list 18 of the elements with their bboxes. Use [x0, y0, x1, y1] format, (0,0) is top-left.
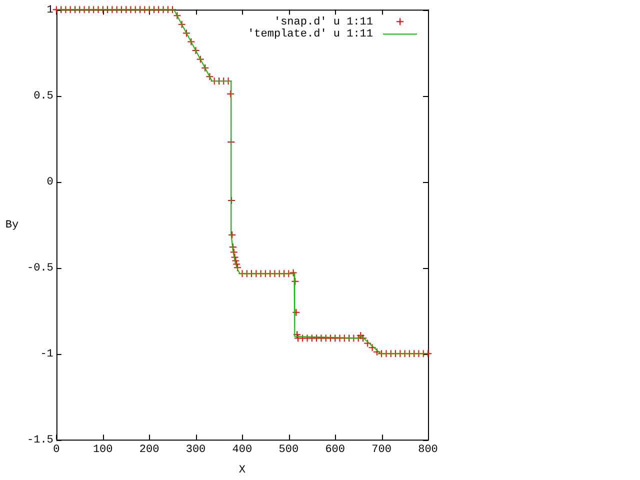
y-tick-label: 0 — [46, 176, 54, 189]
x-tick-label: 500 — [278, 444, 299, 456]
legend-label: 'template.d' u 1:11 — [248, 28, 374, 41]
y-tick-label: -0.5 — [27, 262, 54, 275]
x-tick-label: 200 — [139, 444, 160, 456]
legend-label: 'snap.d' u 1:11 — [274, 16, 374, 29]
x-tick-label: 100 — [92, 444, 113, 456]
x-tick-label: 800 — [418, 444, 438, 456]
x-axis-title: X — [238, 464, 246, 476]
x-tick-label: 700 — [372, 444, 392, 456]
y-tick-label: 1 — [46, 4, 54, 17]
y-tick-label: -1 — [40, 348, 54, 361]
y-axis-title: By — [5, 220, 19, 232]
y-tick-label: 0.5 — [34, 90, 54, 103]
x-tick-label: 400 — [232, 444, 252, 456]
x-tick-label: 600 — [325, 444, 346, 456]
x-tick-label: 300 — [186, 444, 206, 456]
y-tick-label: -1.5 — [27, 434, 54, 447]
